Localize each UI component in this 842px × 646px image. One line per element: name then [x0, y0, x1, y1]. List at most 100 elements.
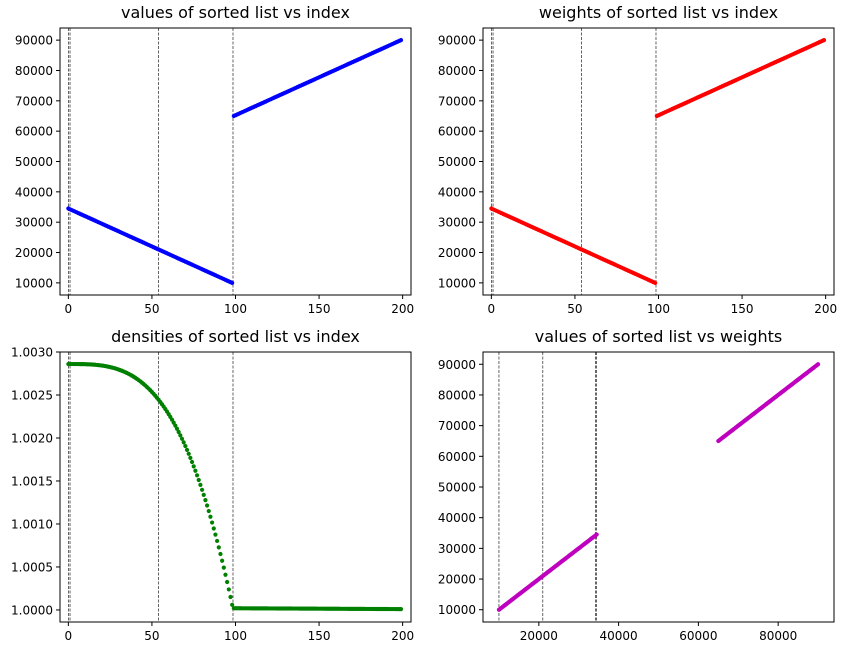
subplot-2: 0 50 100 150 200 10000 20000 30000 40000 50000 600…: [438, 3, 837, 316]
data-point-71: [184, 447, 190, 452]
data-point-64: [173, 423, 178, 428]
y-tick-label: 50000: [15, 155, 53, 169]
x-tick-label: 40000: [600, 629, 638, 643]
x-tick-label: 60000: [679, 629, 717, 643]
data-point-74: [189, 459, 195, 465]
subplot-4: 20000 40000 60000 80000 10000 20000 30000 40000…: [438, 327, 835, 643]
data-point-98: [653, 280, 658, 285]
data-point-90: [216, 545, 221, 550]
x-tick-label: 50: [144, 302, 159, 316]
y-tick-label: 10000: [15, 276, 53, 290]
data-point-199: [398, 38, 404, 43]
subplot-3: 0 50 100 150 200 1.0000 1.0005 1.0010 1.0015 1.00…: [11, 327, 414, 643]
data-point-69: [181, 440, 186, 445]
x-tick-label: 150: [308, 629, 331, 643]
data-point-78: [196, 477, 201, 483]
x-tick-label: 150: [308, 302, 331, 316]
x-tick-label: 0: [65, 629, 73, 643]
data-point-77: [194, 473, 200, 478]
data-point-93: [221, 565, 226, 570]
y-tick-label: 1.0030: [11, 346, 53, 360]
data-point-98: [230, 280, 235, 285]
x-tick-label: 80000: [759, 629, 797, 643]
y-tick-label: 50000: [438, 481, 476, 495]
data-point-76: [193, 468, 198, 473]
x-tick-label: 20000: [520, 629, 558, 643]
y-tick-label: 70000: [438, 419, 476, 433]
y-tick-label: 1.0020: [11, 431, 53, 445]
y-tick-label: 90000: [438, 358, 476, 372]
y-tick-label: 30000: [438, 216, 476, 230]
data-point-199: [821, 38, 827, 43]
data-point-199: [815, 362, 821, 367]
data-point-98: [230, 602, 235, 607]
y-tick-label: 20000: [438, 573, 476, 587]
reference-lines: [68, 28, 234, 295]
data-points: [496, 362, 821, 612]
y-tick-label: 1.0000: [11, 603, 53, 617]
data-point-98: [594, 532, 599, 537]
y-tick-label: 40000: [15, 185, 53, 199]
x-tick-label: 100: [647, 302, 670, 316]
data-point-87: [211, 526, 216, 531]
x-tick-label: 200: [391, 629, 414, 643]
data-point-96: [226, 587, 231, 592]
data-point-80: [199, 487, 205, 492]
y-tick-label: 1.0015: [11, 474, 53, 488]
x-tick-label: 200: [814, 302, 837, 316]
y-tick-label: 80000: [438, 64, 476, 78]
data-point-67: [178, 433, 183, 438]
x-tick-label: 100: [224, 629, 247, 643]
data-point-81: [201, 492, 206, 497]
data-point-70: [183, 443, 188, 449]
data-point-66: [176, 429, 181, 435]
y-tick-label: 80000: [438, 388, 476, 402]
data-points: [66, 38, 404, 285]
y-tick-label: 70000: [15, 94, 53, 108]
y-tick-label: 1.0025: [11, 388, 53, 402]
x-tick-label: 100: [224, 302, 247, 316]
data-point-73: [188, 455, 193, 460]
x-tick-label: 150: [731, 302, 754, 316]
data-point-88: [213, 532, 218, 537]
y-tick-label: 90000: [15, 34, 53, 48]
data-point-68: [179, 436, 185, 441]
y-tick-label: 1.0005: [11, 560, 53, 574]
y-tick-label: 60000: [438, 125, 476, 139]
data-point-94: [223, 572, 228, 577]
data-point-199: [398, 607, 404, 612]
y-tick-label: 40000: [438, 511, 476, 525]
subplot-title: values of sorted list vs weights: [535, 327, 782, 346]
subplot-title: weights of sorted list vs index: [539, 3, 778, 22]
y-tick-label: 10000: [438, 603, 476, 617]
y-tick-label: 20000: [438, 246, 476, 260]
axes-frame: [482, 27, 835, 296]
data-point-95: [225, 579, 230, 585]
x-tick-label: 0: [65, 302, 73, 316]
x-tick-label: 0: [488, 302, 496, 316]
reference-lines: [491, 28, 657, 295]
data-point-97: [228, 594, 233, 600]
y-tick-label: 80000: [15, 64, 53, 78]
y-tick-label: 60000: [15, 125, 53, 139]
y-tick-label: 50000: [438, 155, 476, 169]
y-tick-label: 30000: [438, 542, 476, 556]
data-points: [489, 38, 827, 285]
axes-frame: [59, 27, 412, 296]
data-point-75: [191, 464, 196, 469]
data-point-92: [220, 558, 225, 563]
data-point-65: [174, 426, 180, 431]
y-tick-label: 40000: [438, 185, 476, 199]
reference-lines: [498, 352, 597, 622]
data-point-72: [186, 451, 191, 456]
y-tick-label: 10000: [438, 276, 476, 290]
data-point-84: [206, 508, 211, 514]
data-point-89: [215, 538, 220, 544]
x-tick-label: 50: [144, 629, 159, 643]
y-tick-label: 30000: [15, 216, 53, 230]
subplot-title: densities of sorted list vs index: [111, 327, 360, 346]
y-tick-label: 1.0010: [11, 517, 53, 531]
data-points: [66, 361, 404, 612]
data-point-83: [204, 503, 210, 508]
